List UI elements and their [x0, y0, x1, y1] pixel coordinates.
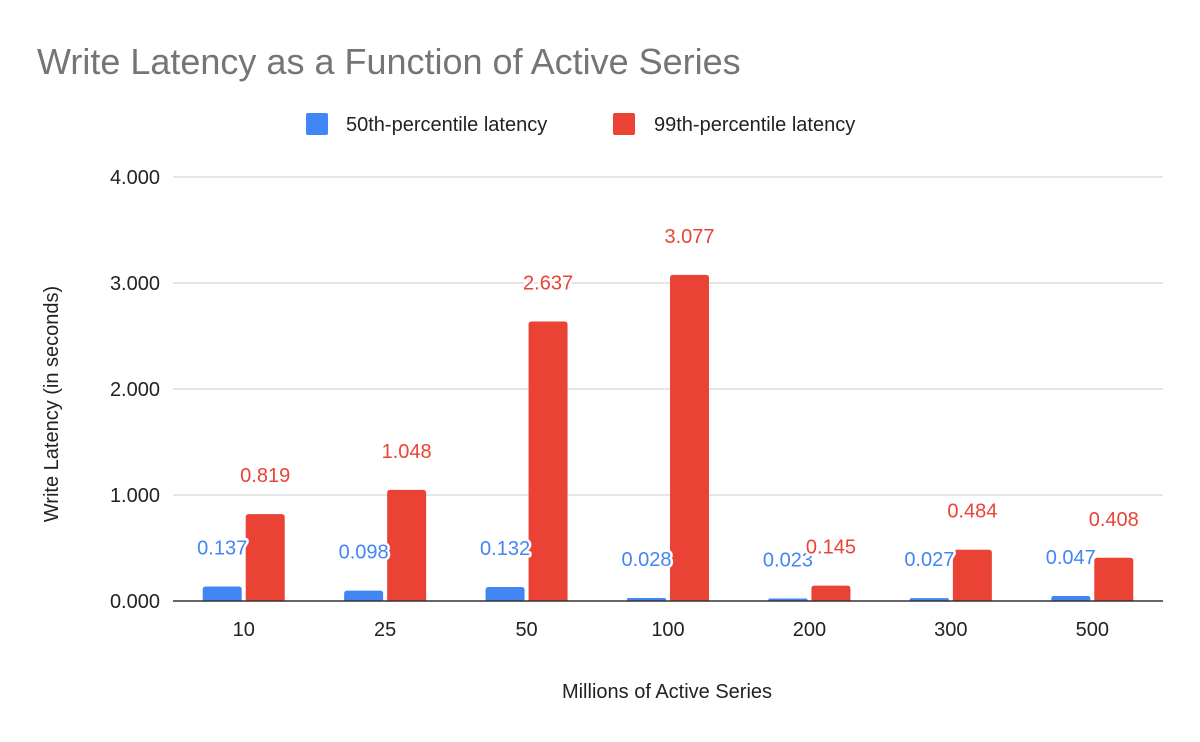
bar-99th [670, 274, 709, 601]
bar-99th [245, 514, 285, 601]
y-axis-title: Write Latency (in seconds) [41, 286, 63, 522]
x-tick-label: 500 [1076, 619, 1109, 641]
data-label: 0.408 [1089, 509, 1139, 531]
data-label: 0.132 [480, 538, 530, 560]
data-label: 0.145 [806, 537, 856, 559]
data-label: 0.484 [947, 501, 997, 523]
bar-50th [202, 586, 242, 601]
bar-50th [1051, 596, 1091, 601]
y-tick-label: 2.000 [110, 379, 160, 401]
x-axis-title: Millions of Active Series [562, 681, 772, 703]
data-label: 1.048 [382, 441, 432, 463]
data-label: 0.098 [339, 542, 389, 564]
legend-swatch-99th [613, 113, 635, 135]
gridlines [173, 176, 1163, 496]
data-label: 0.028 [621, 549, 671, 571]
legend-label-99th: 99th-percentile latency [654, 114, 855, 136]
bar-99th [952, 549, 992, 601]
legend-label-50th: 50th-percentile latency [346, 114, 547, 136]
x-tick-label: 50 [515, 619, 537, 641]
x-axis-ticks: 10 25 50 100 200 300 500 [233, 619, 1109, 641]
legend: 50th-percentile latency 99th-percentile … [306, 113, 855, 136]
x-tick-label: 300 [934, 619, 967, 641]
data-labels: 0.137 0.819 0.098 1.048 0.132 2.637 0.028 3.077… [195, 223, 1142, 574]
y-tick-label: 1.000 [110, 485, 160, 507]
data-label: 0.027 [904, 549, 954, 571]
legend-item-50th: 50th-percentile latency [306, 113, 547, 136]
y-tick-label: 3.000 [110, 273, 160, 295]
bar-99th [387, 489, 427, 601]
x-tick-label: 25 [374, 619, 396, 641]
bar-99th [1094, 557, 1134, 601]
y-axis-ticks: 0.000 1.000 2.000 3.000 4.000 [110, 167, 160, 613]
legend-item-99th: 99th-percentile latency [613, 113, 855, 136]
y-tick-label: 0.000 [110, 591, 160, 613]
data-label: 0.023 [763, 550, 813, 572]
data-label: 3.077 [664, 226, 714, 248]
x-tick-label: 10 [233, 619, 255, 641]
chart-title: Write Latency as a Function of Active Se… [37, 41, 741, 82]
x-tick-label: 100 [651, 619, 684, 641]
data-label: 2.637 [523, 272, 573, 294]
bar-50th [485, 587, 525, 601]
x-tick-label: 200 [793, 619, 826, 641]
bar-99th [528, 321, 568, 601]
bars [202, 274, 1134, 601]
y-tick-label: 4.000 [110, 167, 160, 189]
data-label: 0.819 [240, 465, 290, 487]
bar-99th [811, 585, 851, 601]
legend-swatch-50th [306, 113, 328, 135]
bar-50th [344, 590, 384, 601]
data-label: 0.137 [197, 537, 247, 559]
data-label: 0.047 [1046, 547, 1096, 569]
